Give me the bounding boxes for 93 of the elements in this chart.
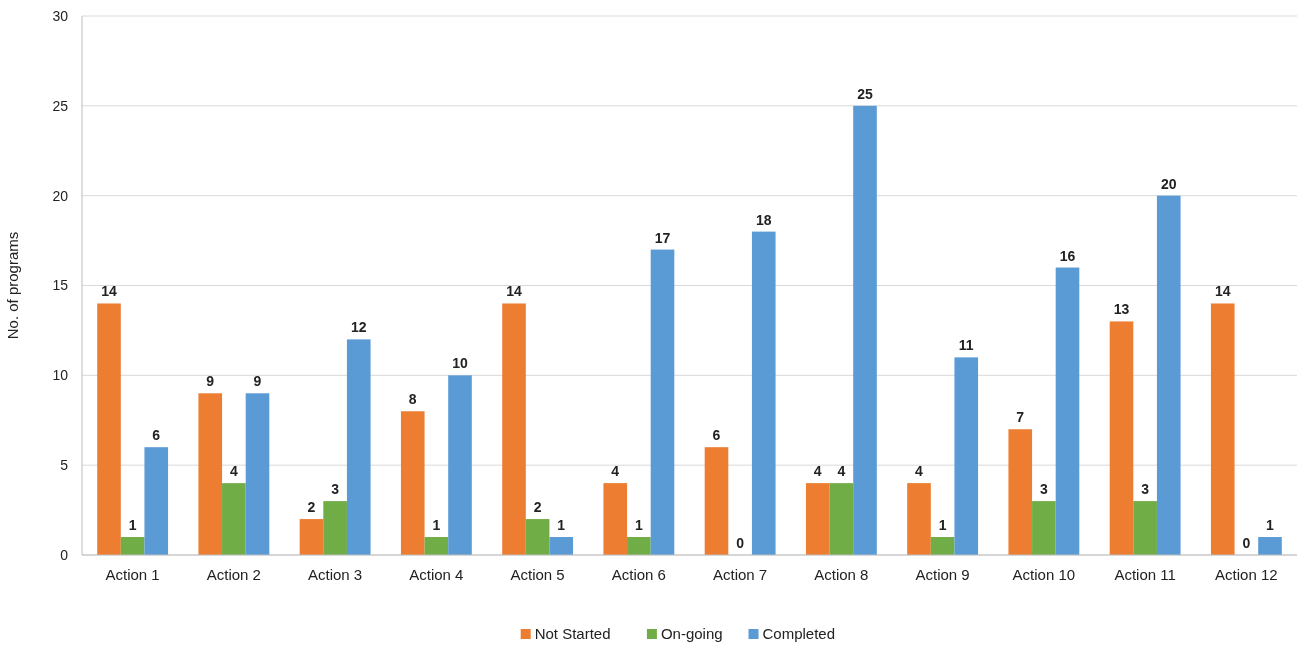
- x-tick-label: Action 6: [611, 566, 666, 583]
- data-label: 16: [1059, 247, 1076, 264]
- bar: [704, 447, 729, 555]
- legend-label: Not Started: [534, 625, 611, 642]
- bar: [1258, 537, 1282, 555]
- x-tick-label: Action 3: [308, 566, 363, 583]
- bar: [1008, 429, 1033, 555]
- bar: [299, 519, 324, 555]
- bar: [805, 483, 830, 555]
- y-tick-label: 15: [52, 277, 69, 294]
- data-label: 11: [958, 337, 974, 354]
- data-label: 4: [837, 463, 846, 480]
- bar: [198, 393, 223, 555]
- data-label: 9: [206, 373, 215, 390]
- data-label: 2: [307, 499, 316, 516]
- data-label: 1: [432, 517, 441, 534]
- legend-label: On-going: [660, 625, 723, 642]
- data-label: 0: [736, 535, 745, 551]
- x-tick-label: Action 9: [915, 566, 970, 583]
- data-label: 25: [857, 85, 873, 102]
- bar: [954, 357, 979, 555]
- data-label: 1: [634, 517, 643, 534]
- data-label: 4: [611, 463, 620, 480]
- x-tick-label: Action 1: [105, 566, 160, 583]
- bar: [120, 537, 145, 555]
- data-label: 2: [533, 499, 542, 516]
- data-label: 1: [1266, 517, 1275, 534]
- data-label: 3: [331, 481, 340, 498]
- bar: [650, 249, 675, 555]
- data-label: 20: [1160, 175, 1177, 192]
- x-tick-label: Action 8: [814, 566, 869, 583]
- bar: [930, 537, 955, 555]
- data-label: 1: [128, 517, 137, 534]
- bar: [853, 105, 877, 555]
- bar: [751, 231, 776, 555]
- bar: [424, 537, 449, 555]
- x-tick-label: Action 5: [510, 566, 565, 583]
- data-label: 1: [938, 517, 947, 534]
- data-label: 4: [229, 463, 238, 480]
- y-tick-label: 20: [52, 187, 69, 204]
- bar: [1109, 321, 1134, 555]
- data-label: 18: [755, 211, 772, 228]
- x-tick-label: Action 11: [1114, 566, 1176, 583]
- bar: [1032, 501, 1056, 555]
- bar: [1133, 501, 1157, 555]
- data-label: 14: [101, 283, 117, 300]
- x-tick-label: Action 10: [1012, 566, 1076, 583]
- data-label: 10: [452, 355, 468, 372]
- x-tick-label: Action 7: [713, 566, 768, 583]
- data-label: 8: [408, 391, 417, 408]
- bar: [829, 483, 854, 555]
- x-tick-label: Action 2: [206, 566, 261, 583]
- bar: [1156, 195, 1181, 555]
- bar: [400, 411, 425, 555]
- data-label: 13: [1113, 301, 1130, 318]
- data-label: 9: [253, 373, 262, 390]
- x-tick-label: Action 12: [1215, 566, 1278, 583]
- bar: [603, 483, 628, 555]
- y-tick-label: 30: [52, 7, 69, 24]
- bar: [549, 537, 574, 555]
- data-label: 1: [557, 517, 566, 534]
- y-tick-label: 5: [60, 457, 69, 474]
- data-label: 14: [506, 283, 522, 300]
- bar: [1055, 267, 1080, 555]
- y-tick-label: 25: [52, 97, 69, 114]
- x-tick-label: Action 4: [409, 566, 464, 583]
- data-label: 4: [915, 463, 924, 480]
- bar: [323, 501, 347, 555]
- data-label: 4: [813, 463, 822, 480]
- bar: [627, 537, 651, 555]
- bar: [144, 447, 169, 555]
- y-tick-label: 0: [60, 546, 69, 563]
- bar: [222, 483, 246, 555]
- bar: [525, 519, 550, 555]
- data-label: 17: [654, 229, 671, 246]
- y-axis-title: No. of programs: [4, 231, 21, 340]
- legend-label: Completed: [762, 625, 836, 642]
- bar: [346, 339, 371, 555]
- bar: [502, 303, 526, 555]
- data-label: 14: [1214, 283, 1231, 300]
- data-label: 3: [1039, 481, 1048, 498]
- data-label: 0: [1242, 535, 1251, 551]
- data-label: 6: [712, 427, 721, 444]
- bar: [97, 303, 121, 555]
- data-label: 3: [1141, 481, 1150, 498]
- data-label: 6: [152, 427, 161, 444]
- data-label: 7: [1016, 409, 1025, 426]
- bar: [245, 393, 270, 555]
- bar: [448, 375, 472, 555]
- bar: [1210, 303, 1235, 555]
- bar: [907, 483, 931, 555]
- data-label: 12: [350, 319, 367, 336]
- y-tick-label: 10: [52, 367, 69, 384]
